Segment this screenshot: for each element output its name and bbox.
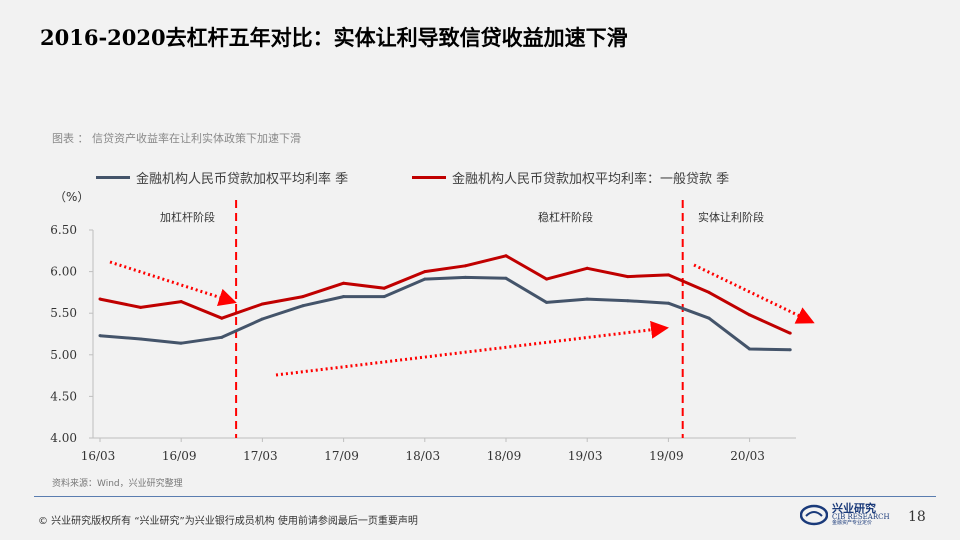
series-1-point	[666, 301, 670, 305]
series-1-point	[301, 304, 305, 308]
logo-sub: 金融资产专业定价	[832, 520, 873, 526]
y-tick-label: 4.50	[50, 389, 77, 403]
series-2-point	[504, 254, 508, 258]
stage-label-leverage-up: 加杠杆阶段	[160, 211, 215, 224]
slide-title: 2016-2020去杠杆五年对比：实体让利导致信贷收益加速下滑	[40, 25, 628, 50]
series-2-point	[301, 295, 305, 299]
series-2-point	[98, 297, 102, 301]
x-tick-label: 19/03	[568, 449, 603, 463]
series-line-2	[99, 254, 791, 335]
legend-series-2: 金融机构人民币贷款加权平均利率：一般贷款 季	[412, 168, 729, 187]
series-1-point	[139, 337, 143, 341]
trend-arrow-profit-yield	[693, 263, 815, 324]
series-1-point	[545, 300, 549, 304]
y-tick-label: 5.50	[50, 306, 77, 320]
legend-swatch-1	[96, 176, 130, 179]
x-tick-label: 20/03	[730, 449, 765, 463]
chart-caption: 图表 ： 信贷资产收益率在让利实体政策下加速下滑	[52, 132, 301, 145]
x-tick-label: 17/03	[243, 449, 278, 463]
series-2-point	[260, 302, 264, 306]
series-1-point	[788, 348, 792, 352]
legend-series-1: 金融机构人民币贷款加权平均利率 季	[96, 168, 348, 187]
series-1-point	[585, 297, 589, 301]
legend-swatch-2	[412, 176, 446, 179]
series-1-point	[260, 317, 264, 321]
series-1-point	[382, 295, 386, 299]
series-2-point	[139, 305, 143, 309]
legend-label-2: 金融机构人民币贷款加权平均利率：一般贷款 季	[452, 172, 730, 187]
series-2-point	[342, 281, 346, 285]
logo-en: CIB RESEARCH	[832, 513, 890, 521]
logo-cn: 兴业研究	[832, 502, 876, 515]
trend-arrow-stable	[275, 320, 669, 377]
x-tick-label: 18/03	[406, 449, 441, 463]
series-2-point	[423, 270, 427, 274]
legend-label-1: 金融机构人民币贷款加权平均利率 季	[136, 172, 349, 187]
series-line-1	[99, 275, 791, 352]
source-note: 资料来源：Wind，兴业研究整理	[52, 479, 183, 489]
series-2-point	[626, 275, 630, 279]
series-2-point	[788, 331, 792, 335]
series-2-point	[463, 264, 467, 268]
y-tick-label: 5.00	[50, 348, 77, 362]
footer-divider	[34, 496, 936, 497]
x-tick-label: 16/09	[162, 449, 197, 463]
x-tick-label: 19/09	[649, 449, 684, 463]
series-1-point	[707, 316, 711, 320]
page-number: 18	[908, 509, 926, 525]
series-1-point	[748, 347, 752, 351]
series-1-point	[220, 335, 224, 339]
series-1-point	[423, 277, 427, 281]
y-tick-label: 6.50	[50, 223, 77, 237]
series-1-point	[342, 295, 346, 299]
y-unit-label: （%）	[54, 190, 90, 204]
series-1-point	[504, 276, 508, 280]
x-tick-label: 16/03	[81, 449, 116, 463]
series-2-point	[585, 266, 589, 270]
stage-label-profit-yield: 实体让利阶段	[698, 211, 764, 224]
x-tick-label: 18/09	[487, 449, 522, 463]
series-2-point	[382, 286, 386, 290]
copyright-notice: © 兴业研究版权所有 “兴业研究”为兴业银行成员机构 使用前请参阅最后一页重要声…	[38, 516, 418, 527]
series-2-point	[220, 316, 224, 320]
cib-research-logo: 兴业研究 CIB RESEARCH 金融资产专业定价	[800, 503, 890, 526]
trend-arrow-leverage-up	[109, 260, 237, 306]
series-2-point	[666, 273, 670, 277]
series-1-point	[98, 334, 102, 338]
series-2-point	[545, 277, 549, 281]
series-1-point	[626, 299, 630, 303]
y-tick-label: 4.00	[50, 431, 77, 445]
stage-label-stable: 稳杠杆阶段	[538, 211, 593, 224]
x-tick-label: 17/09	[324, 449, 359, 463]
series-2-point	[707, 290, 711, 294]
cib-logo-icon	[800, 504, 828, 525]
series-2-point	[748, 313, 752, 317]
series-1-point	[463, 275, 467, 279]
series-2-point	[179, 300, 183, 304]
series-1-point	[179, 341, 183, 345]
y-tick-label: 6.00	[50, 265, 77, 279]
